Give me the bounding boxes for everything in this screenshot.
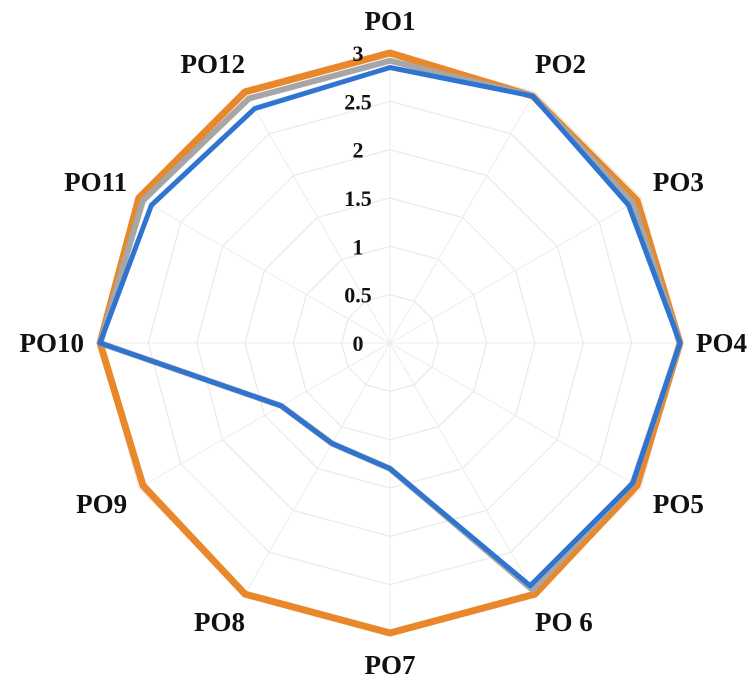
category-label-po10: PO10: [20, 328, 85, 358]
tick-label: 0.5: [344, 283, 372, 308]
tick-label: 0: [353, 331, 364, 356]
tick-label: 1: [353, 234, 364, 259]
radial-tick-labels: 0 0.5 1 1.5 2 2.5 3: [344, 41, 372, 356]
category-label-po4: PO4: [696, 328, 747, 358]
spoke-1: [389, 91, 536, 344]
category-label-po12: PO12: [181, 49, 246, 79]
radar-grid: [99, 52, 681, 634]
category-labels: PO1 PO2 PO3 PO4 PO5 PO 6 PO7 PO8 PO9 PO10 PO11 PO12: [20, 6, 748, 677]
category-label-po9: PO9: [76, 489, 127, 519]
category-label-po11: PO11: [64, 167, 127, 197]
spoke-2: [389, 197, 642, 344]
tick-label: 2.5: [344, 89, 372, 114]
category-label-po1: PO1: [365, 6, 416, 36]
category-label-po8: PO8: [194, 607, 245, 637]
spoke-4: [389, 342, 642, 489]
spoke-10: [138, 197, 391, 344]
category-label-po2: PO2: [535, 49, 586, 79]
series-line-0: [96, 49, 684, 637]
spoke-5: [389, 342, 536, 595]
spoke-8: [138, 342, 391, 489]
category-label-po6: PO 6: [535, 607, 593, 637]
spoke-7: [244, 342, 391, 595]
category-label-po7: PO7: [365, 650, 416, 677]
series-line-2: [97, 65, 683, 589]
radar-series: [96, 49, 684, 637]
category-label-po5: PO5: [653, 489, 704, 519]
spoke-11: [244, 91, 391, 344]
tick-label: 1.5: [344, 186, 372, 211]
category-label-po3: PO3: [653, 167, 704, 197]
tick-label: 3: [353, 41, 364, 66]
tick-label: 2: [353, 138, 364, 163]
